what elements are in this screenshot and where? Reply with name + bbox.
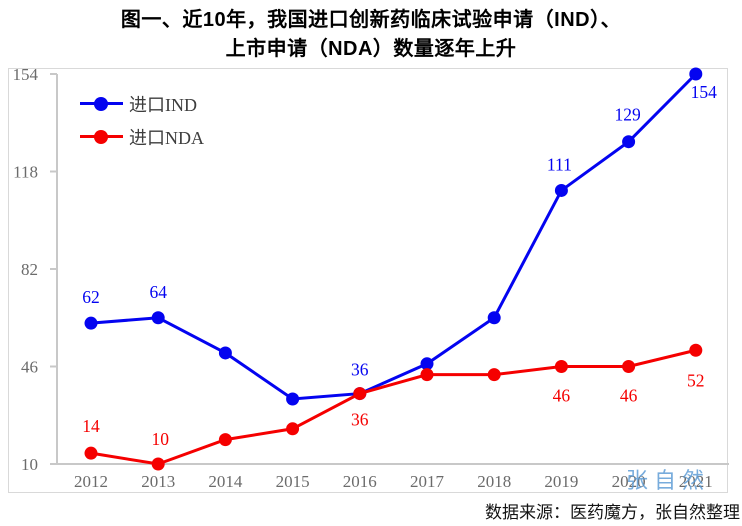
legend-item: 进口NDA [80,120,204,153]
data-point [689,67,703,81]
x-tick-label: 2020 [612,472,646,491]
legend-dot-icon [94,129,108,144]
y-tick-label: 10 [21,455,38,474]
legend-item: 进口IND [80,87,204,120]
data-label: 154 [691,82,718,102]
data-point [689,343,703,357]
x-tick-label: 2016 [343,472,377,491]
legend-marker-icon [80,129,123,144]
data-point [487,311,501,325]
data-label: 111 [547,154,572,174]
data-point [218,346,232,360]
data-label: 36 [351,410,369,430]
x-tick-label: 2018 [477,472,511,491]
x-tick-label: 2021 [679,472,713,491]
y-tick-label: 46 [21,358,38,377]
x-tick-label: 2017 [410,472,445,491]
series-line-进口IND [90,72,697,401]
data-label: 46 [553,386,571,406]
data-label: 14 [82,416,100,436]
data-label: 52 [687,370,705,390]
watermark: 张自然 [626,468,711,493]
legend-label: 进口NDA [129,127,204,148]
data-point [622,135,636,149]
series-line-进口NDA [90,348,697,466]
source-note: 数据来源：医药魔方，张自然整理 [485,503,740,522]
legend-label: 进口IND [129,94,197,115]
data-point [84,446,98,460]
data-point [487,368,501,382]
data-point [353,387,367,401]
data-label: 129 [614,105,641,125]
plot-frame [8,68,728,493]
data-label: 10 [151,429,169,449]
axis-lines [50,73,729,465]
x-tick-label: 2013 [141,472,175,491]
data-point [420,357,434,371]
data-point [554,183,568,197]
data-point [286,422,300,436]
x-tick-label: 2014 [208,472,243,491]
data-label: 64 [149,282,167,302]
y-tick-label: 118 [13,163,38,182]
data-point [554,360,568,373]
legend: 进口IND 进口NDA [80,87,204,153]
data-point [218,433,232,447]
data-point [84,316,98,330]
data-label: 36 [351,360,369,380]
legend-dot-icon [94,96,108,111]
data-point [286,392,300,406]
data-point [151,457,165,471]
y-tick-label: 154 [13,65,39,84]
data-point [420,368,434,382]
legend-marker-icon [80,96,123,111]
data-label: 62 [82,287,100,307]
chart-title-line1: 图一、近10年，我国进口创新药临床试验申请（IND）、 [120,9,622,31]
data-point [622,360,636,373]
chart-title-line2: 上市申请（NDA）数量逐年上升 [225,38,517,60]
x-tick-label: 2015 [276,472,310,491]
x-tick-label: 2012 [74,472,108,491]
data-point [151,311,165,325]
y-tick-label: 82 [21,260,38,279]
chart-title: 图一、近10年，我国进口创新药临床试验申请（IND）、 上市申请（NDA）数量逐… [0,6,742,64]
data-label: 46 [620,386,638,406]
x-tick-label: 2019 [544,472,578,491]
